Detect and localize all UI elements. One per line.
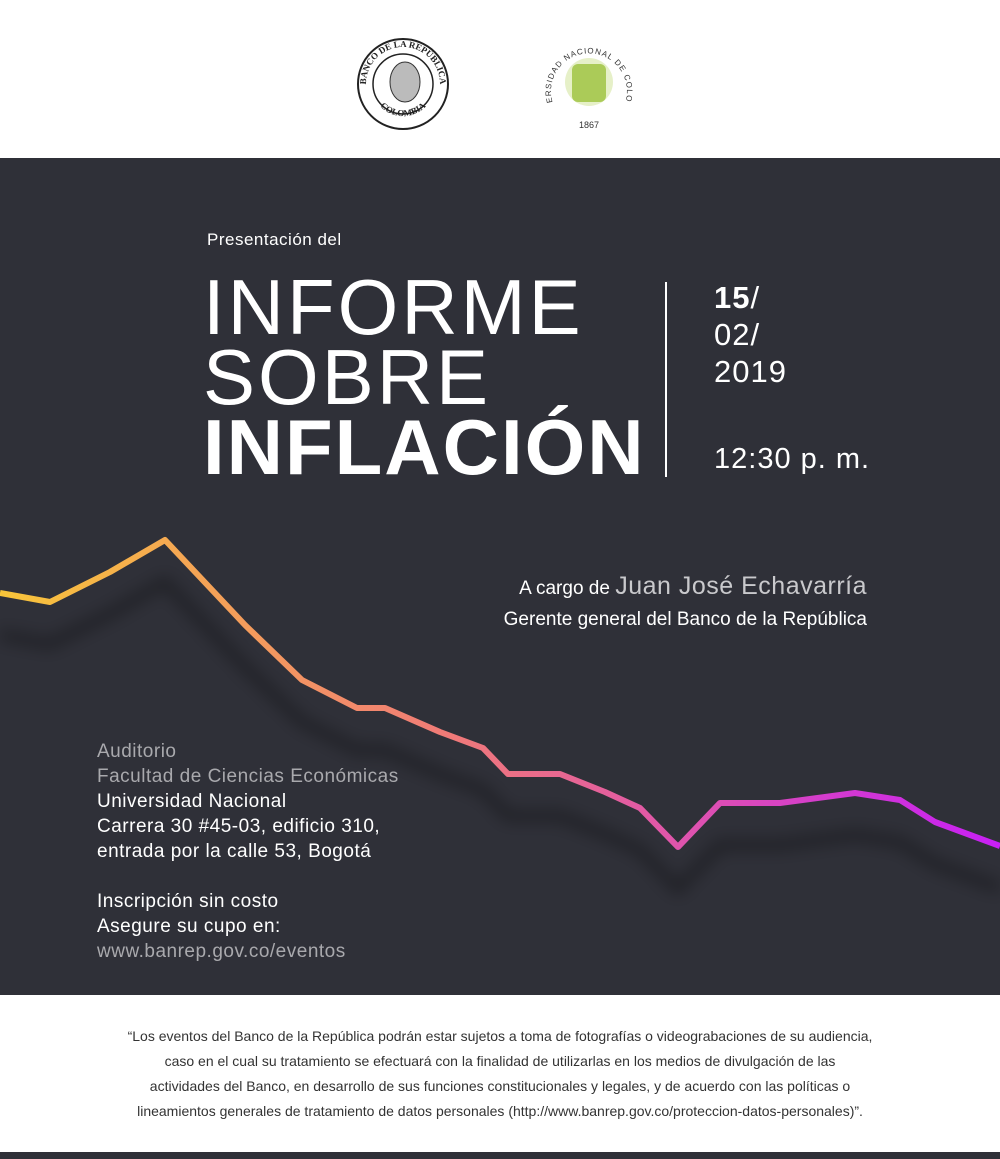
university-logo-text: UNIVERSIDAD NACIONAL DE COLOMBIA	[0, 0, 634, 104]
title-line: INFLACIÓN	[203, 403, 646, 491]
venue-line: Carrera 30 #45-03, edificio 310,	[97, 816, 381, 837]
title-line: INFORME	[203, 263, 584, 351]
disclaimer-line: lineamientos generales de tratamiento de…	[137, 1103, 863, 1119]
bank-logo: BANCO DE LA REPÚBLICA COLOMBIA	[357, 38, 449, 130]
disclaimer-line: actividades del Banco, en desarrollo de …	[149, 1078, 851, 1094]
intro: Presentación del	[207, 230, 342, 249]
university-logo-ring: UNIVERSIDAD NACIONAL DE COLOMBIA	[0, 0, 633, 104]
venue-line: Facultad de Ciencias Económicas	[97, 766, 399, 787]
disclaimer-line: “Los eventos del Banco de la República p…	[127, 1028, 873, 1044]
date-sep: /	[750, 280, 761, 315]
disclaimer-line: caso en el cual su tratamiento se efectu…	[164, 1053, 836, 1069]
time: 12:30 p. m.	[714, 443, 871, 475]
venue-line: Universidad Nacional	[97, 791, 287, 812]
registration-line: Asegure su cupo en:	[97, 916, 281, 937]
title-line: SOBRE	[203, 333, 492, 421]
decorative-line	[0, 537, 1000, 897]
url[interactable]: www.banrep.gov.co/eventos	[97, 941, 346, 962]
speaker-role: Gerente general del Banco de la Repúblic…	[503, 609, 867, 630]
university-logo: UNIVERSIDAD NACIONAL DE COLOMBIA 1867	[0, 0, 634, 130]
registration-line: Inscripción sin costo	[97, 891, 279, 912]
date-year: 2019	[714, 354, 787, 389]
date-day: 15	[714, 280, 751, 315]
venue-line: Auditorio	[97, 741, 177, 762]
university-logo-year: 1867	[579, 120, 599, 130]
date-month: 02/	[714, 317, 761, 352]
bottom-strip	[0, 1152, 1000, 1159]
separator	[665, 282, 667, 477]
logos: BANCO DE LA REPÚBLICA COLOMBIA UNIVERSID…	[0, 0, 634, 130]
venue-line: entrada por la calle 53, Bogotá	[97, 841, 372, 862]
bank-logo-bottom: COLOMBIA	[379, 100, 428, 118]
speaker-name: Juan José Echavarría	[615, 572, 867, 600]
bank-logo-text: COLOMBIA	[379, 100, 428, 118]
speaker-prefix: A cargo de	[519, 578, 610, 599]
date-day-line: 15/	[714, 280, 760, 316]
speaker-line: A cargo de Juan José Echavarría	[519, 572, 867, 601]
